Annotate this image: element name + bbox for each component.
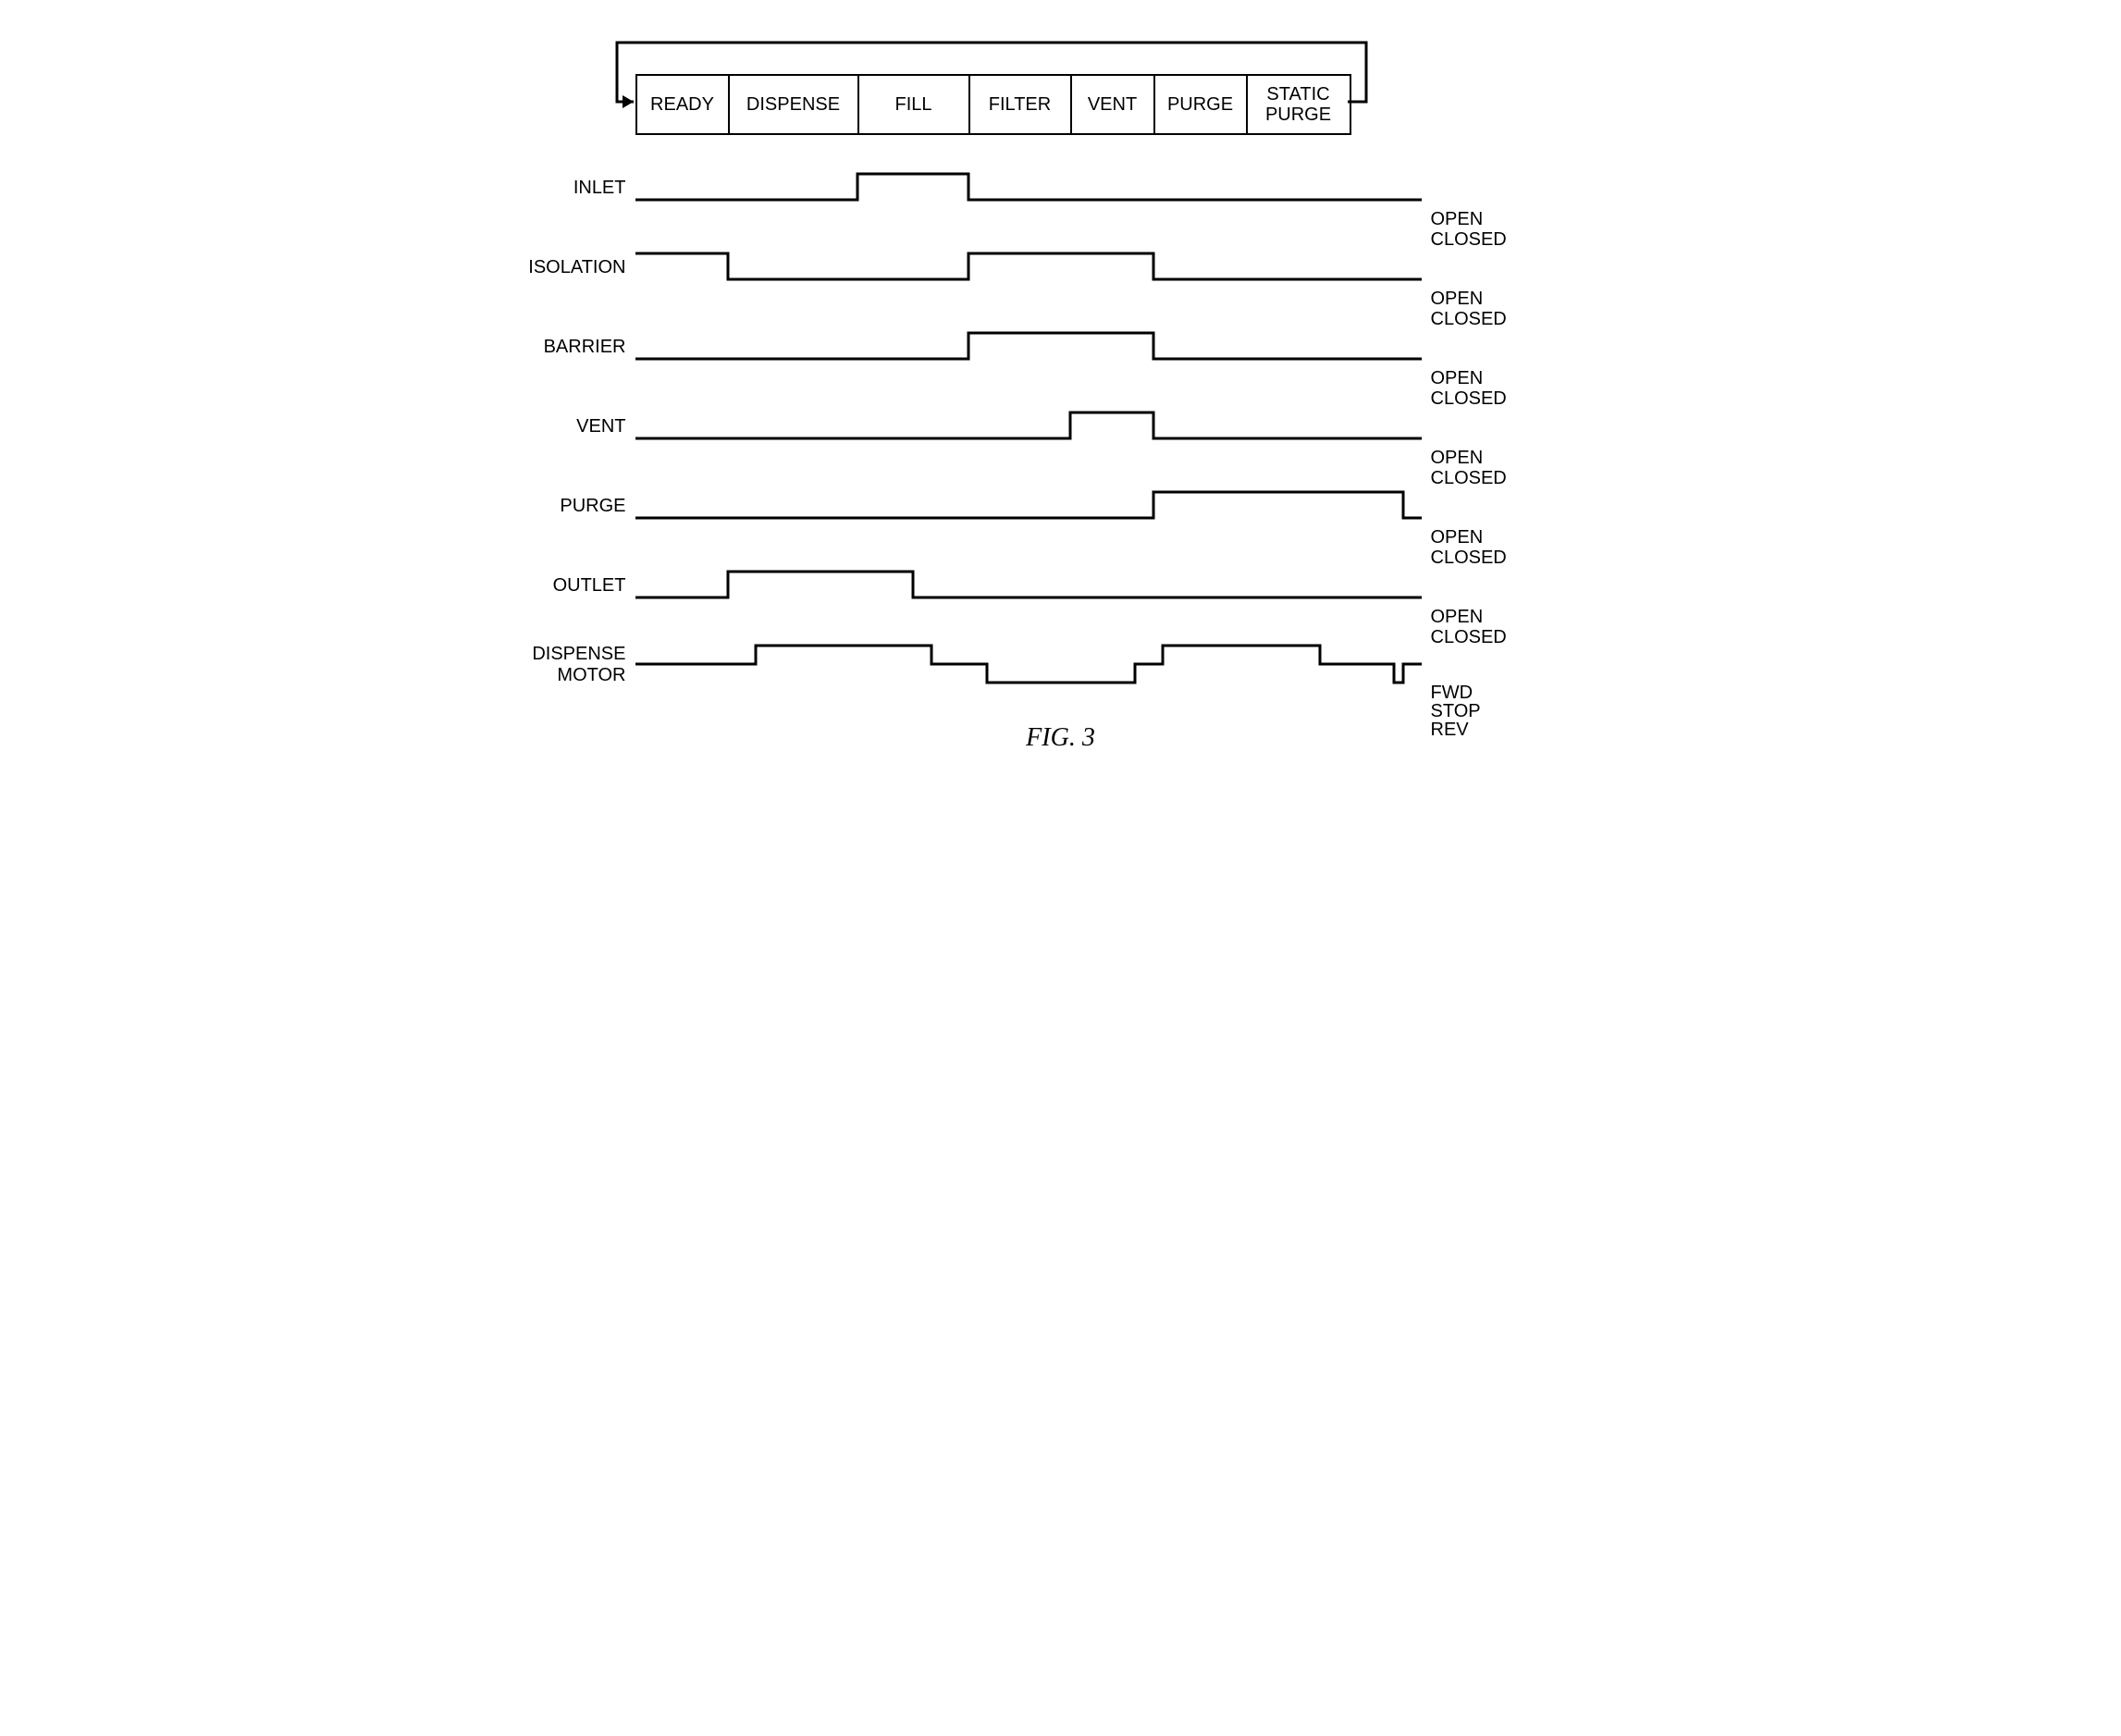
signal-row: VENTOPENCLOSED — [506, 387, 1616, 466]
state-cell: VENT — [1072, 76, 1155, 133]
state-cell: DISPENSE — [730, 76, 859, 133]
state-cell: FILL — [859, 76, 970, 133]
signal-waveform — [635, 625, 1431, 705]
signal-label: INLET — [506, 178, 626, 199]
signal-row: OUTLETOPENCLOSED — [506, 546, 1616, 625]
signal-waveform — [635, 148, 1431, 228]
signal-waveform — [635, 228, 1431, 307]
signal-row: ISOLATIONOPENCLOSED — [506, 228, 1616, 307]
state-cell: PURGE — [1155, 76, 1248, 133]
state-cell: STATICPURGE — [1248, 76, 1350, 133]
signal-label: DISPENSEMOTOR — [506, 644, 626, 686]
state-cell: FILTER — [970, 76, 1072, 133]
signal-row: DISPENSEMOTORFWDSTOPREV — [506, 625, 1616, 705]
signal-row: BARRIEROPENCLOSED — [506, 307, 1616, 387]
state-boxes: READYDISPENSEFILLFILTERVENTPURGESTATICPU… — [635, 74, 1351, 135]
signal-label: ISOLATION — [506, 257, 626, 278]
signal-waveform — [635, 466, 1431, 546]
signal-waveform — [635, 387, 1431, 466]
signal-label: BARRIER — [506, 337, 626, 358]
signal-label: VENT — [506, 416, 626, 437]
state-cell: READY — [637, 76, 730, 133]
level-low: REV — [1431, 719, 1469, 741]
signal-waveform — [635, 307, 1431, 387]
signal-row: INLETOPENCLOSED — [506, 148, 1616, 228]
state-sequence-row: READYDISPENSEFILLFILTERVENTPURGESTATICPU… — [506, 37, 1616, 139]
signals-container: INLETOPENCLOSEDISOLATIONOPENCLOSEDBARRIE… — [506, 148, 1616, 705]
signal-label: OUTLET — [506, 575, 626, 597]
signal-waveform — [635, 546, 1431, 625]
signal-label: PURGE — [506, 496, 626, 517]
timing-diagram: READYDISPENSEFILLFILTERVENTPURGESTATICPU… — [506, 37, 1616, 753]
signal-row: PURGEOPENCLOSED — [506, 466, 1616, 546]
